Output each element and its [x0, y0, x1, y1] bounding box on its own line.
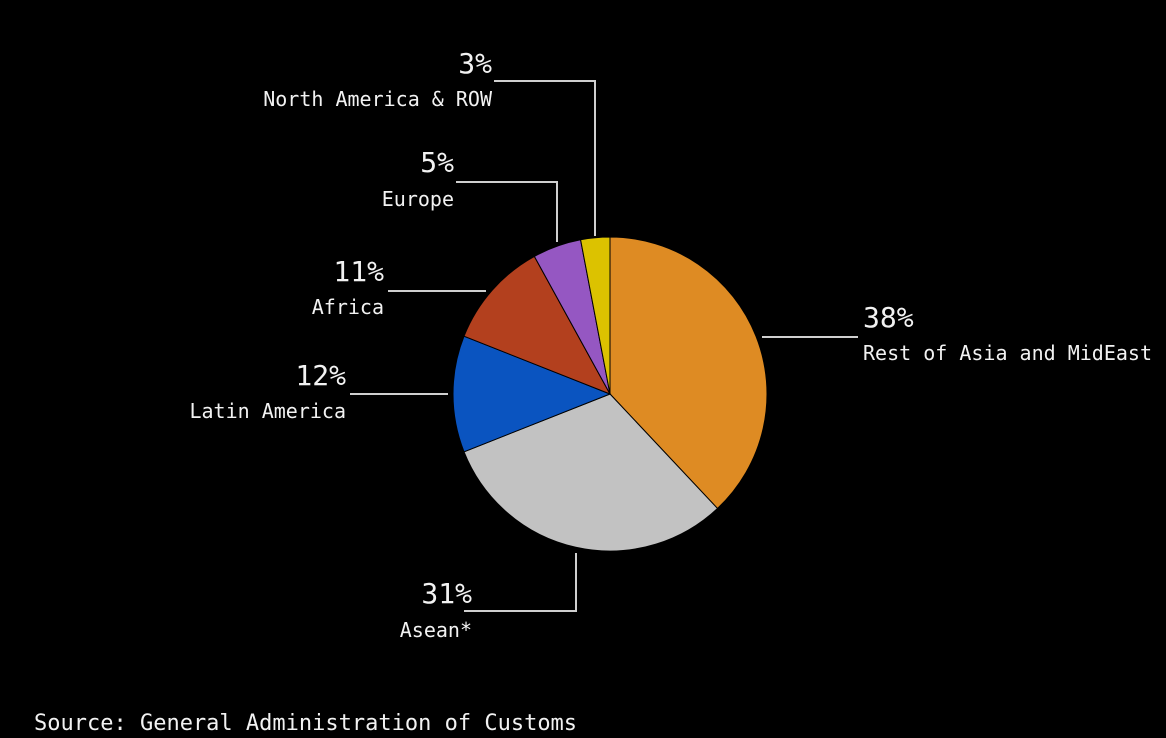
pct-label-north-america-row: 3%	[458, 47, 492, 80]
leader-line-europe	[456, 181, 558, 242]
slice-labels: 38% Rest of Asia and MidEast 31% Asean* …	[189, 47, 1152, 642]
pie-slice-rest-of-asia	[609, 236, 768, 510]
pct-label-rest-of-asia: 38%	[863, 301, 914, 334]
slice-label-asean: Asean*	[400, 618, 472, 642]
pie-slice-asean	[463, 393, 719, 552]
slice-label-north-america-row: North America & ROW	[263, 87, 493, 111]
pct-label-latin-america: 12%	[295, 359, 346, 392]
slice-label-africa: Africa	[312, 295, 384, 319]
pie-slice-north-america-row	[579, 236, 611, 395]
pct-label-asean: 31%	[421, 577, 472, 610]
slice-label-europe: Europe	[382, 187, 454, 211]
pct-label-africa: 11%	[333, 255, 384, 288]
slice-label-rest-of-asia: Rest of Asia and MidEast	[863, 341, 1152, 365]
pie-slice-africa	[463, 255, 612, 395]
source-note: Source: General Administration of Custom…	[34, 711, 577, 736]
leader-line-asean	[464, 553, 577, 612]
pct-label-europe: 5%	[420, 146, 454, 179]
leader-lines	[350, 80, 858, 612]
leader-line-north-america-row	[494, 80, 596, 236]
pie-slices	[452, 236, 768, 552]
slice-label-latin-america: Latin America	[189, 399, 346, 423]
pie-slice-latin-america	[452, 335, 612, 453]
